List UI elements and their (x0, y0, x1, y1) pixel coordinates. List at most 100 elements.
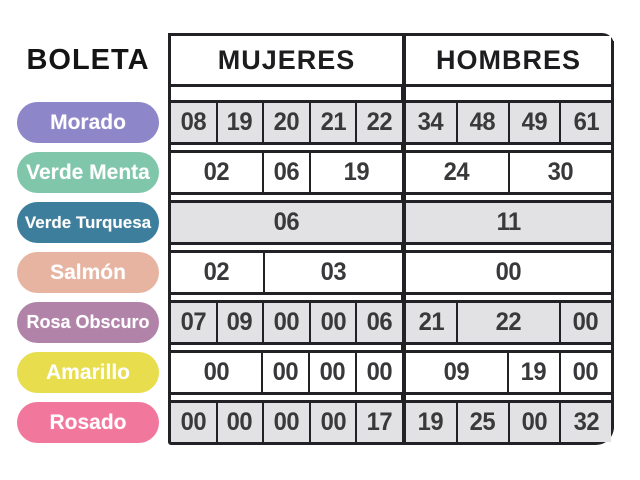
row-label-text: Verde Turquesa (24, 212, 152, 232)
row-label-area: Rosado (14, 400, 162, 445)
hombres-section: 34 48 49 61 (404, 100, 614, 145)
cell-hombres: 24 (406, 153, 508, 192)
row-label-area: Salmón (14, 250, 162, 295)
mujeres-header-section: MUJERES (168, 33, 404, 87)
row-label-area: Rosa Obscuro (14, 300, 162, 345)
boleta-header-area: BOLETA (14, 33, 162, 87)
row-label-area: Amarillo (14, 350, 162, 395)
cell-mujeres: 09 (215, 303, 263, 342)
hombres-header-section: HOMBRES (404, 33, 614, 87)
cell-mujeres: 02 (171, 153, 262, 192)
cell-value: 09 (443, 358, 470, 386)
cell-value: 00 (273, 308, 300, 336)
cell-value: 00 (320, 408, 346, 436)
cell-value: 17 (366, 408, 393, 436)
mujeres-column-header: MUJERES (171, 36, 402, 84)
cell-value: 19 (520, 358, 547, 386)
cell-mujeres: 00 (215, 403, 263, 442)
table-row: Rosa Obscuro 07 09 00 00 06 21 22 00 (14, 300, 618, 345)
cell-value: 02 (203, 158, 230, 186)
cell-value: 34 (418, 108, 444, 136)
cell-hombres: 19 (406, 403, 456, 442)
cell-mujeres: 00 (171, 403, 216, 442)
cell-value: 00 (273, 408, 300, 436)
row-label-pill: Verde Turquesa (17, 202, 159, 243)
mujeres-section: 06 (168, 200, 404, 245)
cell-hombres: 09 (406, 353, 507, 392)
cell-value: 00 (227, 408, 253, 436)
cell-mujeres: 00 (355, 353, 402, 392)
cell-value: 06 (366, 308, 393, 336)
cell-value: 08 (180, 108, 207, 136)
cell-value: 00 (319, 358, 346, 386)
cell-hombres: 19 (506, 353, 559, 392)
cell-hombres: 00 (507, 403, 560, 442)
cell-value: 48 (469, 108, 496, 136)
table-row: Verde Turquesa 06 11 (14, 200, 618, 245)
row-label-area: Morado (14, 100, 162, 145)
cell-value: 00 (521, 408, 548, 436)
cell-hombres: 00 (406, 253, 611, 292)
cell-mujeres: 00 (308, 403, 356, 442)
table-row: Verde Menta 02 06 19 24 30 (14, 150, 618, 195)
cell-hombres: 61 (559, 103, 611, 142)
cell-hombres: 21 (406, 303, 457, 342)
boleta-title: BOLETA (26, 43, 150, 76)
cell-value: 22 (366, 108, 393, 136)
cell-value: 19 (418, 408, 444, 436)
cell-value: 61 (573, 108, 599, 136)
row-label-text: Morado (50, 110, 126, 134)
cell-mujeres: 17 (355, 403, 402, 442)
row-label-area: Verde Menta (14, 150, 162, 195)
cell-hombres: 49 (507, 103, 560, 142)
hombres-section: 24 30 (404, 150, 614, 195)
cell-value: 25 (469, 408, 496, 436)
cell-mujeres: 02 (171, 253, 263, 292)
row-label-pill: Rosa Obscuro (17, 302, 159, 343)
mujeres-section: 08 19 20 21 22 (168, 100, 404, 145)
row-label-text: Rosa Obscuro (26, 312, 150, 332)
cell-mujeres: 06 (261, 153, 310, 192)
cell-value: 00 (203, 358, 229, 386)
mujeres-section: 00 00 00 00 (168, 350, 404, 395)
row-label-pill: Salmón (17, 252, 159, 293)
cell-value: 32 (573, 408, 599, 436)
cell-mujeres: 00 (308, 353, 355, 392)
mujeres-section: 02 03 (168, 250, 404, 295)
cell-value: 11 (496, 208, 521, 236)
cell-mujeres: 19 (309, 153, 402, 192)
cell-hombres: 11 (406, 203, 611, 242)
cell-value: 00 (366, 358, 393, 386)
cell-value: 02 (204, 258, 230, 286)
mujeres-section: 00 00 00 00 17 (168, 400, 404, 445)
row-label-pill: Amarillo (17, 352, 159, 393)
mujeres-section: 07 09 00 00 06 (168, 300, 404, 345)
cell-value: 06 (273, 158, 300, 186)
cell-value: 03 (320, 258, 347, 286)
hombres-section: 11 (404, 200, 614, 245)
row-label-pill: Rosado (17, 402, 159, 443)
row-label-pill: Morado (17, 102, 159, 143)
cell-value: 06 (273, 208, 300, 236)
row-label-text: Amarillo (45, 360, 131, 384)
cell-value: 00 (573, 308, 599, 336)
cell-mujeres: 21 (308, 103, 356, 142)
cell-value: 20 (273, 108, 300, 136)
hombres-section: 09 19 00 (404, 350, 614, 395)
cell-value: 00 (180, 408, 207, 436)
row-label-text: Rosado (49, 410, 127, 434)
table-row: Salmón 02 03 00 (14, 250, 618, 295)
cell-mujeres: 06 (171, 203, 402, 242)
table-row: Morado 08 19 20 21 22 34 48 49 61 (14, 100, 618, 145)
cell-value: 24 (444, 158, 470, 186)
cell-value: 21 (418, 308, 444, 336)
cell-mujeres: 19 (215, 103, 263, 142)
cell-hombres: 00 (558, 353, 611, 392)
table-row: Rosado 00 00 00 00 17 19 25 00 32 (14, 400, 618, 445)
cell-value: 22 (495, 308, 522, 336)
cell-hombres: 25 (455, 403, 508, 442)
cell-value: 00 (495, 258, 522, 286)
cell-mujeres: 07 (171, 303, 216, 342)
cell-value: 00 (573, 358, 599, 386)
